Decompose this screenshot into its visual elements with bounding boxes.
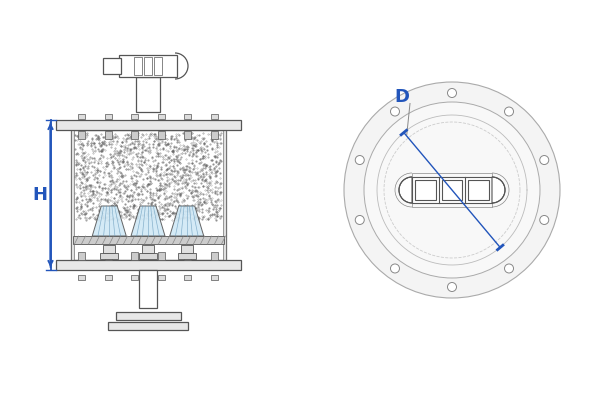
Bar bbox=[211, 131, 218, 139]
Bar bbox=[71, 130, 226, 260]
Bar bbox=[184, 114, 191, 118]
Bar bbox=[103, 245, 115, 253]
Bar bbox=[412, 173, 492, 207]
Bar bbox=[184, 252, 191, 260]
Circle shape bbox=[540, 216, 549, 224]
Circle shape bbox=[540, 156, 549, 164]
Bar bbox=[211, 274, 218, 280]
Circle shape bbox=[448, 282, 457, 292]
Bar bbox=[105, 114, 112, 118]
Bar bbox=[56, 260, 241, 270]
Polygon shape bbox=[92, 206, 126, 236]
Bar bbox=[71, 130, 74, 260]
Text: H: H bbox=[32, 186, 47, 204]
Bar bbox=[131, 252, 138, 260]
Wedge shape bbox=[492, 177, 505, 203]
Bar bbox=[415, 180, 436, 200]
Circle shape bbox=[505, 107, 514, 116]
Wedge shape bbox=[399, 177, 412, 203]
Circle shape bbox=[355, 216, 364, 224]
Bar bbox=[139, 253, 157, 259]
Bar bbox=[73, 236, 223, 244]
Bar bbox=[115, 312, 181, 320]
Bar bbox=[119, 55, 177, 77]
Bar bbox=[100, 253, 118, 259]
Circle shape bbox=[364, 102, 540, 278]
Bar bbox=[158, 252, 165, 260]
Polygon shape bbox=[131, 206, 165, 236]
Circle shape bbox=[344, 82, 560, 298]
Circle shape bbox=[391, 264, 400, 273]
Bar bbox=[105, 252, 112, 260]
Bar bbox=[139, 270, 157, 308]
Bar bbox=[178, 253, 196, 259]
Bar bbox=[103, 58, 121, 74]
Bar bbox=[181, 245, 193, 253]
Bar bbox=[184, 274, 191, 280]
Text: D: D bbox=[395, 88, 409, 106]
Bar bbox=[79, 131, 85, 139]
Bar bbox=[142, 245, 154, 253]
Bar bbox=[79, 114, 85, 118]
Bar bbox=[184, 131, 191, 139]
Circle shape bbox=[391, 107, 400, 116]
Circle shape bbox=[355, 156, 364, 164]
Polygon shape bbox=[170, 206, 204, 236]
Bar bbox=[144, 57, 152, 75]
Bar bbox=[211, 252, 218, 260]
Bar bbox=[442, 180, 463, 200]
Bar bbox=[211, 114, 218, 118]
Bar bbox=[469, 180, 489, 200]
Bar bbox=[136, 77, 160, 112]
Bar bbox=[105, 131, 112, 139]
Bar bbox=[412, 177, 492, 203]
Bar bbox=[154, 57, 162, 75]
Bar bbox=[134, 57, 142, 75]
Bar bbox=[158, 131, 165, 139]
Bar bbox=[79, 274, 85, 280]
Bar bbox=[131, 274, 138, 280]
Bar bbox=[105, 274, 112, 280]
Bar bbox=[131, 114, 138, 118]
Bar bbox=[223, 130, 226, 260]
Bar bbox=[79, 252, 85, 260]
Circle shape bbox=[505, 264, 514, 273]
Bar bbox=[56, 120, 241, 130]
Bar bbox=[108, 322, 188, 330]
Bar bbox=[131, 131, 138, 139]
Bar bbox=[158, 114, 165, 118]
Circle shape bbox=[448, 88, 457, 98]
Bar bbox=[158, 274, 165, 280]
